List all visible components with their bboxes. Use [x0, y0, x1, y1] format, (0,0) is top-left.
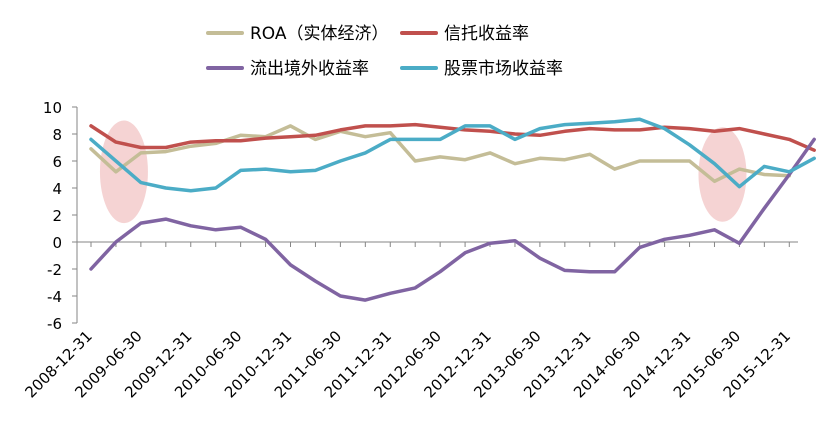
legend-label-2: 信托收益率 — [444, 24, 529, 44]
y-tick-label: -2 — [47, 261, 62, 279]
highlight-ellipse-2 — [698, 127, 747, 222]
legend-label-3: 流出境外收益率 — [250, 59, 369, 79]
series-layer — [89, 117, 816, 302]
series-line-1 — [89, 124, 792, 184]
y-tick-label: -4 — [47, 288, 62, 306]
y-tick-label: 6 — [52, 153, 62, 171]
y-tick-label: 0 — [52, 234, 62, 252]
series-line-2 — [89, 122, 816, 152]
series-line-4 — [89, 117, 816, 193]
y-tick-label: -6 — [47, 315, 62, 333]
legend-label-4: 股票市场收益率 — [444, 59, 563, 79]
y-tick-label: 8 — [52, 126, 62, 144]
y-tick-label: 2 — [52, 207, 62, 225]
y-tick-label: 4 — [52, 180, 62, 198]
y-tick-label: 10 — [43, 99, 62, 117]
legend-label-1: ROA（实体经济） — [250, 24, 389, 44]
highlight-layer — [99, 120, 747, 224]
series-line-3 — [89, 137, 816, 302]
